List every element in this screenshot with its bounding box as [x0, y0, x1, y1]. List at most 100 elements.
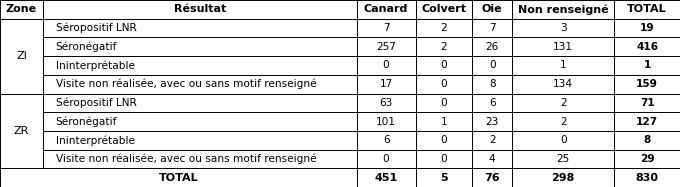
Text: TOTAL: TOTAL — [158, 173, 198, 183]
Bar — [43, 0, 356, 19]
Text: 127: 127 — [636, 117, 658, 127]
Bar — [415, 19, 472, 37]
Text: Non renseigné: Non renseigné — [518, 4, 609, 15]
Text: 0: 0 — [383, 154, 390, 164]
Bar — [614, 56, 680, 75]
Bar — [472, 75, 512, 94]
Bar — [472, 112, 512, 131]
Text: Colvert: Colvert — [422, 4, 466, 14]
Bar — [356, 19, 415, 37]
Text: Séronégatif: Séronégatif — [56, 116, 117, 127]
Bar — [43, 94, 356, 112]
Bar — [356, 112, 415, 131]
Text: 23: 23 — [486, 117, 499, 127]
Text: 63: 63 — [379, 98, 393, 108]
Text: Oie: Oie — [482, 4, 503, 14]
Bar — [614, 168, 680, 187]
Text: Ininterprétable: Ininterprétable — [56, 135, 135, 145]
Bar — [512, 75, 614, 94]
Text: Séropositif LNR: Séropositif LNR — [56, 98, 137, 108]
Bar — [512, 0, 614, 19]
Bar — [472, 0, 512, 19]
Text: 830: 830 — [636, 173, 659, 183]
Bar — [43, 131, 356, 150]
Bar — [43, 19, 356, 37]
Text: 2: 2 — [560, 117, 566, 127]
Text: 0: 0 — [441, 135, 447, 145]
Bar — [614, 94, 680, 112]
Text: Ininterprétable: Ininterprétable — [56, 60, 135, 71]
Text: 17: 17 — [379, 79, 393, 89]
Bar — [472, 56, 512, 75]
Text: 2: 2 — [489, 135, 496, 145]
Bar — [356, 168, 415, 187]
Bar — [356, 131, 415, 150]
Text: 257: 257 — [376, 42, 396, 52]
Text: 416: 416 — [636, 42, 658, 52]
Text: Visite non réalisée, avec ou sans motif renseigné: Visite non réalisée, avec ou sans motif … — [56, 154, 316, 164]
Text: 0: 0 — [383, 60, 390, 70]
Bar — [512, 94, 614, 112]
Bar — [472, 131, 512, 150]
Bar — [0, 94, 43, 168]
Bar — [43, 112, 356, 131]
Bar — [415, 56, 472, 75]
Bar — [356, 56, 415, 75]
Bar — [415, 150, 472, 168]
Text: 134: 134 — [554, 79, 573, 89]
Text: 8: 8 — [643, 135, 651, 145]
Text: Séropositif LNR: Séropositif LNR — [56, 23, 137, 33]
Text: Résultat: Résultat — [173, 4, 226, 14]
Bar — [512, 168, 614, 187]
Bar — [512, 131, 614, 150]
Bar — [0, 168, 356, 187]
Bar — [356, 150, 415, 168]
Text: 19: 19 — [640, 23, 654, 33]
Text: 3: 3 — [560, 23, 566, 33]
Text: TOTAL: TOTAL — [628, 4, 667, 14]
Bar — [43, 75, 356, 94]
Text: 0: 0 — [441, 154, 447, 164]
Text: 2: 2 — [560, 98, 566, 108]
Text: 25: 25 — [557, 154, 570, 164]
Bar — [614, 0, 680, 19]
Bar — [512, 19, 614, 37]
Bar — [614, 150, 680, 168]
Text: 7: 7 — [489, 23, 496, 33]
Bar — [43, 150, 356, 168]
Text: 298: 298 — [551, 173, 575, 183]
Bar — [356, 94, 415, 112]
Text: 71: 71 — [640, 98, 655, 108]
Bar — [614, 75, 680, 94]
Bar — [356, 37, 415, 56]
Text: 451: 451 — [375, 173, 398, 183]
Bar — [614, 19, 680, 37]
Bar — [472, 150, 512, 168]
Text: 0: 0 — [441, 98, 447, 108]
Text: Zone: Zone — [6, 4, 37, 14]
Bar — [512, 150, 614, 168]
Bar — [512, 112, 614, 131]
Text: 1: 1 — [441, 117, 447, 127]
Bar — [415, 37, 472, 56]
Text: Visite non réalisée, avec ou sans motif renseigné: Visite non réalisée, avec ou sans motif … — [56, 79, 316, 89]
Text: 26: 26 — [486, 42, 499, 52]
Bar — [614, 112, 680, 131]
Text: 7: 7 — [383, 23, 390, 33]
Bar — [0, 19, 43, 94]
Text: 2: 2 — [441, 23, 447, 33]
Text: 1: 1 — [643, 60, 651, 70]
Bar — [472, 37, 512, 56]
Bar — [43, 56, 356, 75]
Text: ZR: ZR — [14, 126, 29, 136]
Text: 2: 2 — [441, 42, 447, 52]
Bar — [415, 94, 472, 112]
Bar — [472, 19, 512, 37]
Text: 8: 8 — [489, 79, 496, 89]
Text: 0: 0 — [441, 60, 447, 70]
Text: 0: 0 — [489, 60, 496, 70]
Text: 6: 6 — [489, 98, 496, 108]
Text: Canard: Canard — [364, 4, 408, 14]
Bar — [356, 0, 415, 19]
Bar — [356, 75, 415, 94]
